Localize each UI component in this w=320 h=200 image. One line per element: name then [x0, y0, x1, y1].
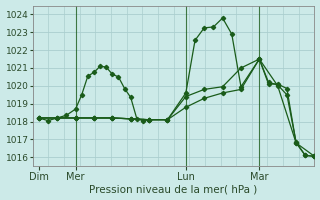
X-axis label: Pression niveau de la mer( hPa ): Pression niveau de la mer( hPa ): [90, 184, 258, 194]
